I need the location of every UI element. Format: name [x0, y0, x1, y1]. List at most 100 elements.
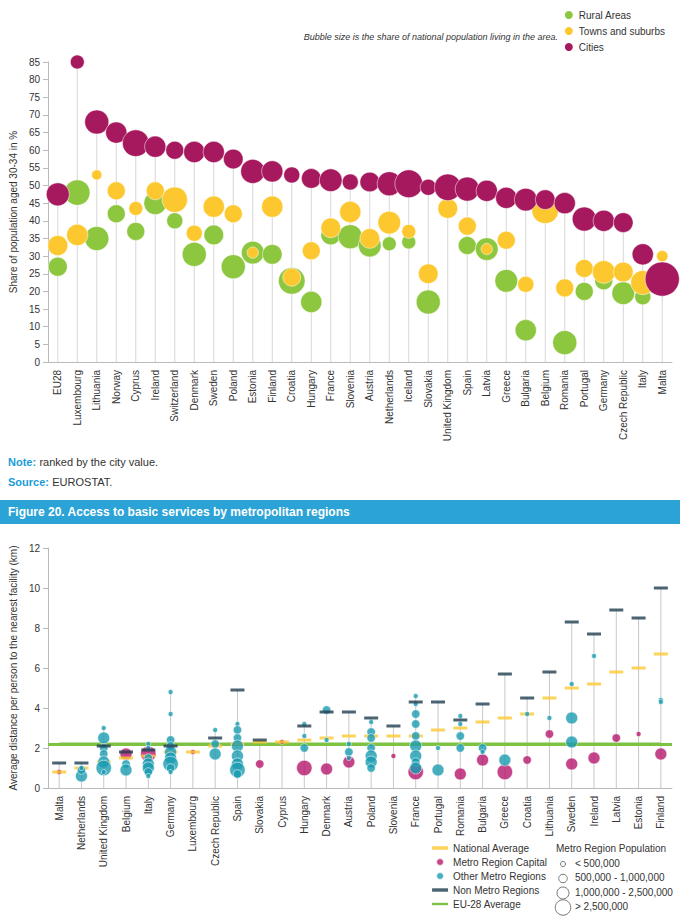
svg-text:EU-28 Average: EU-28 Average	[453, 899, 521, 910]
svg-text:Croatia: Croatia	[522, 796, 533, 829]
svg-text:2: 2	[34, 743, 40, 754]
svg-text:Belgium: Belgium	[121, 796, 132, 832]
svg-text:Bulgaria: Bulgaria	[520, 370, 531, 407]
svg-text:Slovakia: Slovakia	[254, 796, 265, 834]
svg-text:Luxembourg: Luxembourg	[187, 796, 198, 852]
svg-text:45: 45	[29, 198, 41, 209]
svg-text:Italy: Italy	[637, 370, 648, 388]
svg-text:Lithuania: Lithuania	[544, 796, 555, 837]
svg-text:United Kingdom: United Kingdom	[442, 370, 453, 441]
svg-text:Denmark: Denmark	[321, 795, 332, 837]
svg-text:Germany: Germany	[598, 370, 609, 411]
svg-text:Ireland: Ireland	[150, 370, 161, 401]
svg-text:Italy: Italy	[143, 796, 154, 814]
svg-text:Finland: Finland	[655, 796, 666, 829]
svg-text:Romania: Romania	[559, 370, 570, 410]
svg-text:8: 8	[34, 623, 40, 634]
svg-text:Poland: Poland	[366, 796, 377, 827]
svg-text:Poland: Poland	[228, 370, 239, 401]
svg-text:12: 12	[29, 543, 41, 554]
svg-text:10: 10	[29, 321, 41, 332]
svg-text:Bubble size is the share of na: Bubble size is the share of national pop…	[304, 32, 558, 42]
svg-text:Slovakia: Slovakia	[423, 370, 434, 408]
svg-text:Sweden: Sweden	[566, 796, 577, 832]
svg-text:60: 60	[29, 145, 41, 156]
svg-text:National Average: National Average	[453, 843, 529, 854]
svg-text:65: 65	[29, 127, 41, 138]
svg-text:France: France	[410, 796, 421, 828]
svg-text:Switzerland: Switzerland	[169, 370, 180, 422]
svg-text:Spain: Spain	[232, 796, 243, 822]
svg-text:Metro Region Population: Metro Region Population	[556, 843, 666, 854]
svg-text:Austria: Austria	[364, 370, 375, 402]
svg-text:Cyprus: Cyprus	[130, 370, 141, 402]
svg-text:Bulgaria: Bulgaria	[477, 796, 488, 833]
svg-text:Metro Region Capital: Metro Region Capital	[453, 857, 547, 868]
svg-text:Belgium: Belgium	[540, 370, 551, 406]
svg-text:Iceland: Iceland	[403, 370, 414, 402]
svg-text:Sweden: Sweden	[208, 370, 219, 406]
svg-text:20: 20	[29, 286, 41, 297]
svg-text:Spain: Spain	[462, 370, 473, 396]
svg-text:Slovenia: Slovenia	[345, 370, 356, 409]
svg-text:Hungary: Hungary	[299, 796, 310, 834]
svg-text:Non Metro Regions: Non Metro Regions	[453, 885, 539, 896]
svg-text:1,000,000 - 2,500,000: 1,000,000 - 2,500,000	[575, 887, 673, 898]
svg-text:25: 25	[29, 268, 41, 279]
svg-text:Greece: Greece	[501, 370, 512, 403]
svg-text:Latvia: Latvia	[481, 370, 492, 397]
svg-text:Slovenia: Slovenia	[388, 796, 399, 835]
svg-text:Lithuania: Lithuania	[91, 370, 102, 411]
svg-text:Other Metro Regions: Other Metro Regions	[453, 871, 546, 882]
svg-text:EUROSTAT.: EUROSTAT.	[52, 476, 112, 488]
svg-text:Estonia: Estonia	[247, 370, 258, 404]
svg-text:< 500,000: < 500,000	[575, 858, 620, 869]
svg-text:Romania: Romania	[455, 796, 466, 836]
svg-text:United Kingdom: United Kingdom	[98, 796, 109, 867]
svg-text:Hungary: Hungary	[306, 370, 317, 408]
svg-text:Malta: Malta	[54, 796, 65, 821]
svg-text:0: 0	[34, 357, 40, 368]
svg-text:Towns and suburbs: Towns and suburbs	[579, 26, 665, 37]
svg-text:Note:: Note:	[8, 456, 36, 468]
svg-text:85: 85	[29, 57, 41, 68]
svg-text:55: 55	[29, 162, 41, 173]
svg-text:50: 50	[29, 180, 41, 191]
svg-text:Source:: Source:	[8, 476, 49, 488]
svg-text:75: 75	[29, 92, 41, 103]
svg-text:Germany: Germany	[165, 796, 176, 837]
svg-text:6: 6	[34, 663, 40, 674]
svg-text:Denmark: Denmark	[189, 369, 200, 411]
svg-text:Portugal: Portugal	[433, 796, 444, 833]
svg-text:Cyprus: Cyprus	[277, 796, 288, 828]
svg-text:70: 70	[29, 109, 41, 120]
svg-text:5: 5	[34, 339, 40, 350]
svg-text:80: 80	[29, 74, 41, 85]
svg-text:Austria: Austria	[343, 796, 354, 828]
svg-text:Share of population aged 30-34: Share of population aged 30-34 in %	[8, 131, 19, 293]
svg-text:> 2,500,000: > 2,500,000	[575, 901, 629, 912]
svg-text:Figure 20. Access to basic ser: Figure 20. Access to basic services by m…	[8, 505, 350, 519]
svg-text:Estonia: Estonia	[633, 796, 644, 830]
svg-text:Latvia: Latvia	[611, 796, 622, 823]
svg-text:Malta: Malta	[657, 370, 668, 395]
svg-text:Luxembourg: Luxembourg	[72, 370, 83, 426]
svg-text:Rural Areas: Rural Areas	[579, 10, 631, 21]
svg-text:40: 40	[29, 215, 41, 226]
svg-text:30: 30	[29, 251, 41, 262]
svg-text:Greece: Greece	[499, 796, 510, 829]
svg-text:500,000 - 1,000,000: 500,000 - 1,000,000	[575, 872, 665, 883]
svg-text:Finland: Finland	[267, 370, 278, 403]
svg-text:35: 35	[29, 233, 41, 244]
svg-text:10: 10	[29, 583, 41, 594]
svg-text:Portugal: Portugal	[579, 370, 590, 407]
svg-text:Netherlands: Netherlands	[76, 796, 87, 850]
svg-text:Norway: Norway	[111, 370, 122, 404]
svg-text:Ireland: Ireland	[589, 796, 600, 827]
svg-text:4: 4	[34, 703, 40, 714]
svg-text:Czech Republic: Czech Republic	[210, 796, 221, 866]
svg-text:Croatia: Croatia	[286, 370, 297, 403]
svg-text:Czech Republic: Czech Republic	[618, 370, 629, 440]
svg-text:France: France	[325, 370, 336, 402]
svg-text:ranked by the city value.: ranked by the city value.	[39, 456, 158, 468]
